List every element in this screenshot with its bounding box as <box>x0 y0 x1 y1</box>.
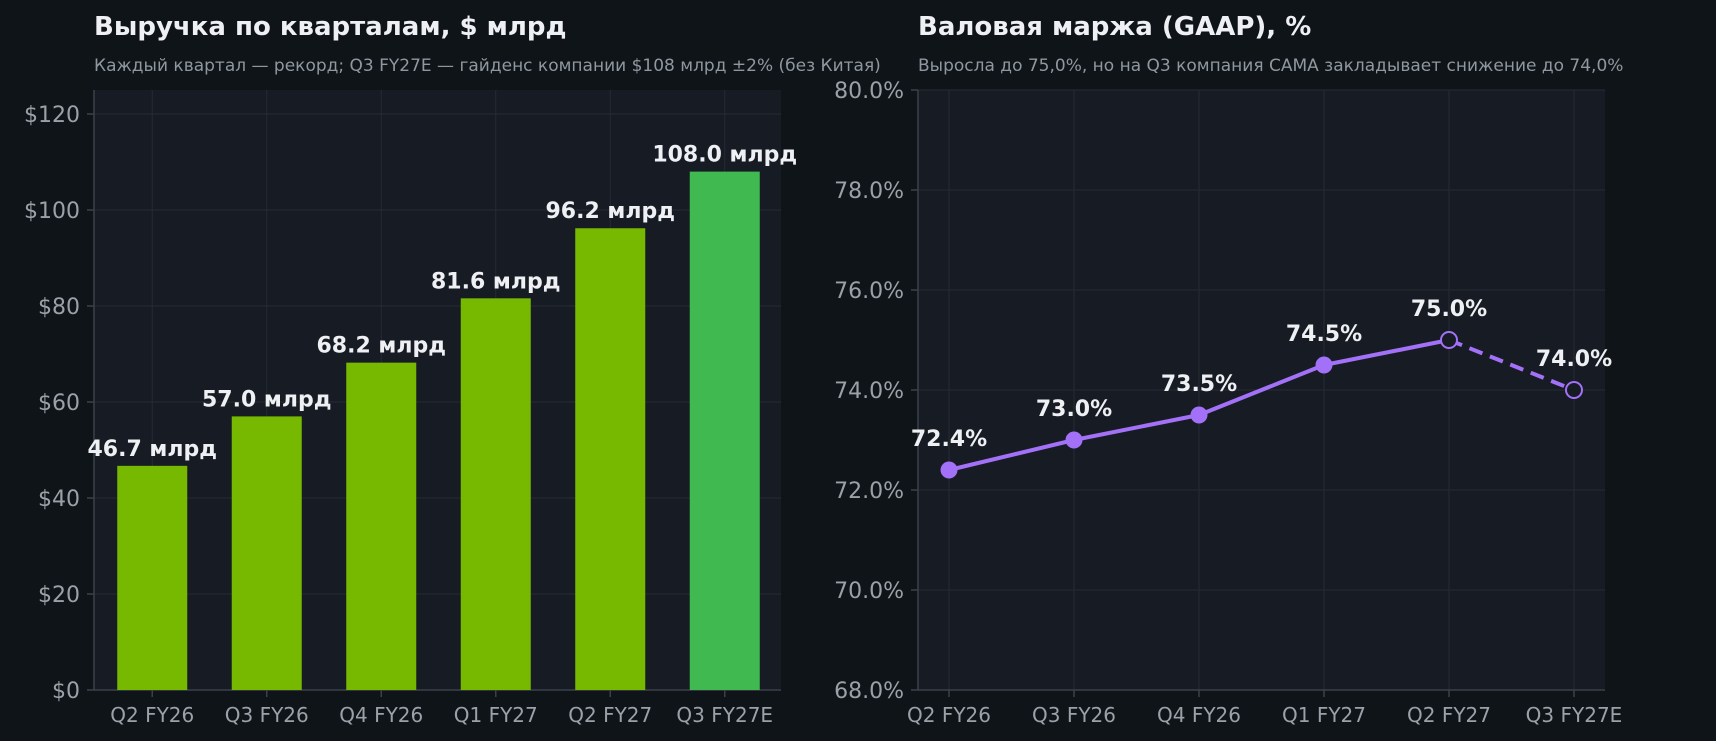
margin-x-tick-label: Q2 FY26 <box>907 703 991 727</box>
revenue-chart-subtitle: Каждый квартал — рекорд; Q3 FY27E — гайд… <box>94 56 881 76</box>
margin-data-label: 74.5% <box>1286 322 1362 347</box>
margin-x-tick-label: Q1 FY27 <box>1282 703 1366 727</box>
revenue-x-tick-label: Q2 FY26 <box>110 703 194 727</box>
margin-y-tick-label: 76.0% <box>834 279 904 304</box>
margin-x-ticks: Q2 FY26 Q3 FY26 Q4 FY26 Q1 FY27 Q2 FY27 Q3 FY… <box>907 703 1622 727</box>
margin-point <box>1315 356 1333 374</box>
margin-data-labels: 72.4% 73.0% 73.5% 74.5% 75.0% 74.0% <box>911 297 1612 452</box>
margin-y-ticks: 68.0% 70.0% 72.0% 74.0% 76.0% 78.0% 80.0% <box>834 79 904 704</box>
margin-data-label: 72.4% <box>911 427 987 452</box>
margin-y-tick-label: 72.0% <box>834 479 904 504</box>
revenue-bar <box>231 416 302 690</box>
revenue-data-label: 108.0 млрд <box>652 143 797 168</box>
margin-y-tick-label: 74.0% <box>834 379 904 404</box>
margin-y-tick-label: 80.0% <box>834 79 904 104</box>
revenue-axes <box>87 90 781 697</box>
revenue-bar <box>117 465 188 690</box>
margin-point-hollow <box>1565 381 1583 399</box>
margin-line-forecast <box>1448 338 1575 392</box>
revenue-x-tick-label: Q4 FY26 <box>339 703 423 727</box>
revenue-chart-title: Выручка по кварталам, $ млрд <box>94 12 567 42</box>
margin-y-tick-label: 70.0% <box>834 579 904 604</box>
margin-data-label: 75.0% <box>1411 297 1487 322</box>
revenue-y-tick-label: $80 <box>38 295 80 320</box>
revenue-x-tick-label: Q3 FY27E <box>676 703 773 727</box>
revenue-y-ticks: $0 $20 $40 $60 $80 $100 $120 <box>24 103 80 704</box>
margin-x-tick-label: Q3 FY26 <box>1032 703 1116 727</box>
margin-y-tick-label: 68.0% <box>834 679 904 704</box>
revenue-data-label: 96.2 млрд <box>545 199 675 224</box>
revenue-y-tick-label: $0 <box>52 679 80 704</box>
revenue-x-ticks: Q2 FY26 Q3 FY26 Q4 FY26 Q1 FY27 Q2 FY27 Q3 FY… <box>110 703 773 727</box>
margin-x-tick-label: Q2 FY27 <box>1407 703 1491 727</box>
margin-point <box>1190 406 1208 424</box>
revenue-bar <box>575 228 646 691</box>
margin-point-hollow <box>1440 331 1458 349</box>
margin-chart: 68.0% 70.0% 72.0% 74.0% 76.0% 78.0% 80.0% Q2 F… <box>834 12 1623 727</box>
revenue-plot-area <box>94 90 781 690</box>
revenue-x-tick-label: Q3 FY26 <box>225 703 309 727</box>
margin-data-label: 73.5% <box>1161 372 1237 397</box>
margin-x-tick-label: Q4 FY26 <box>1157 703 1241 727</box>
margin-data-label: 74.0% <box>1536 347 1612 372</box>
margin-axes <box>911 89 1605 697</box>
revenue-y-tick-label: $40 <box>38 487 80 512</box>
margin-y-tick-label: 78.0% <box>834 179 904 204</box>
margin-point <box>1065 431 1083 449</box>
revenue-data-labels: 46.7 млрд 57.0 млрд 68.2 млрд 81.6 млрд 96.2… <box>87 143 797 462</box>
margin-x-tick-label: Q3 FY27E <box>1526 703 1623 727</box>
revenue-bar-estimate <box>689 171 760 691</box>
revenue-x-tick-label: Q1 FY27 <box>454 703 538 727</box>
revenue-y-tick-label: $20 <box>38 583 80 608</box>
revenue-y-tick-label: $60 <box>38 391 80 416</box>
revenue-data-label: 57.0 млрд <box>202 387 332 412</box>
revenue-data-label: 46.7 млрд <box>87 437 217 462</box>
margin-data-label: 73.0% <box>1036 397 1112 422</box>
margin-chart-title: Валовая маржа (GAAP), % <box>918 12 1311 42</box>
revenue-bar <box>346 362 417 690</box>
revenue-bars <box>117 171 760 691</box>
revenue-y-tick-label: $120 <box>24 103 80 128</box>
margin-grid <box>918 89 1605 691</box>
revenue-bar <box>460 298 531 690</box>
revenue-data-label: 68.2 млрд <box>316 334 446 359</box>
revenue-chart: $0 $20 $40 $60 $80 $100 $120 Q2 FY26 Q3 FY26 Q4 … <box>24 12 881 727</box>
margin-line-series <box>940 331 1583 479</box>
revenue-data-label: 81.6 млрд <box>431 269 561 294</box>
revenue-y-tick-label: $100 <box>24 199 80 224</box>
margin-chart-subtitle: Выросла до 75,0%, но на Q3 компания CAMA… <box>918 56 1623 76</box>
revenue-x-tick-label: Q2 FY27 <box>568 703 652 727</box>
margin-point <box>940 461 958 479</box>
